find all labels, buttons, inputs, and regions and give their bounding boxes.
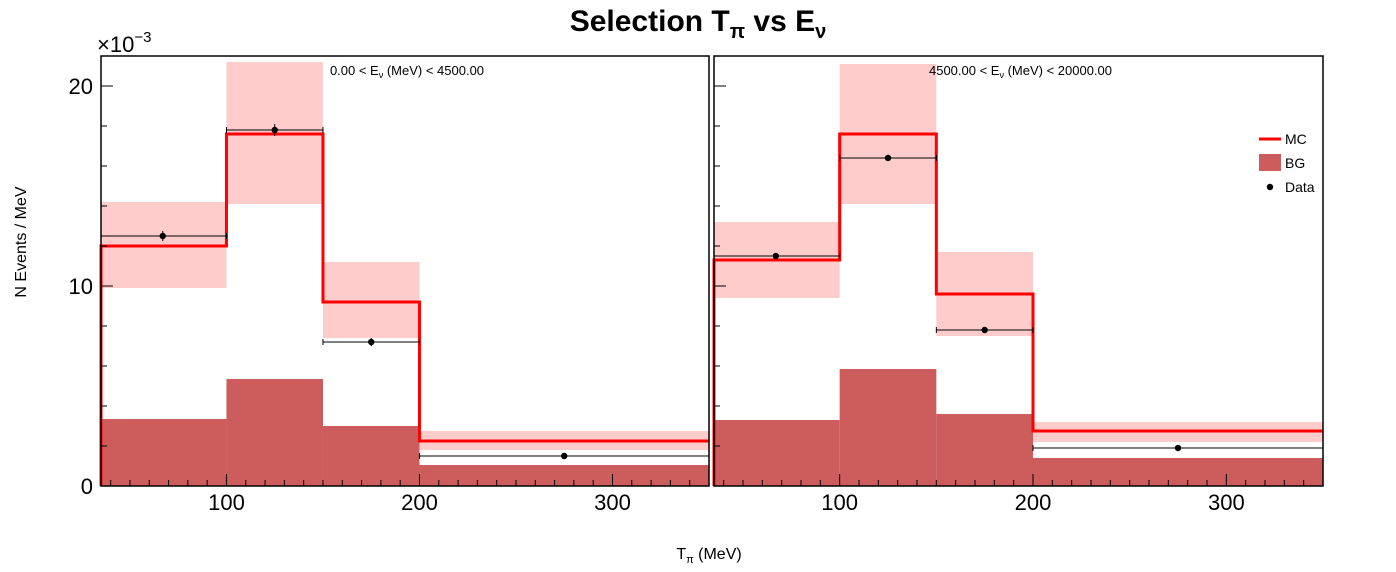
bg-bar-3 [1033,458,1323,486]
legend-bg-swatch [1259,154,1281,171]
data-point-2 [981,326,988,334]
panel-frame [713,55,1324,487]
x-tick-label-300: 300 [1208,490,1245,515]
figure-title: Selection Tπ vs Eν [570,5,827,43]
bg-bar-0 [101,419,227,486]
mc-step-line [99,132,709,486]
y-axis-label: N Events / MeV [13,186,30,297]
data-point-1 [271,126,278,134]
bg-bar-1 [226,379,323,486]
x-tick-label-200: 200 [401,490,438,515]
legend-mc-label: MC [1285,131,1307,147]
data-point-3 [1174,444,1182,452]
bg-bar-2 [936,414,1033,486]
title-subscript-pi: π [730,21,745,43]
legend-data-label: Data [1285,179,1315,195]
mc-step-line [712,132,1323,486]
bg-bar-2 [322,426,420,486]
y-tick-label-20: 20 [69,74,93,99]
mc-band-2 [322,262,420,338]
legend-data-marker [1266,183,1274,191]
bg-bar-1 [839,369,937,486]
panel-label: 0.00 < Eν (MeV) < 4500.00 [330,63,484,80]
x-tick-label-300: 300 [594,490,631,515]
bg-bar-0 [714,420,840,486]
x-tick-label-100: 100 [821,490,858,515]
panel-frame [100,55,710,487]
x-tick-label-200: 200 [1015,490,1052,515]
data-point-2 [368,338,375,346]
y-tick-label-10: 10 [69,274,93,299]
panel-label: 4500.00 < Eν (MeV) < 20000.00 [929,63,1112,80]
bg-bar-3 [419,465,709,486]
data-point-0 [772,252,780,260]
data-point-1 [884,154,892,162]
panel-low-energy: 100 200 300 0 10 20 0.00 < Eν (MeV) < 4500.00 [69,55,710,515]
legend: MC BG Data [1259,131,1315,195]
y-exponent: ×10−3 [97,29,151,57]
title-subscript-nu: ν [815,21,826,43]
legend-bg-label: BG [1285,155,1305,171]
panel-high-energy: 100 200 300 4500.00 < Eν (MeV) < 20000.00 [712,55,1324,515]
y-tick-label-0: 0 [81,474,93,499]
x-axis-label: Tπ (MeV) [676,546,741,566]
x-tick-label-100: 100 [208,490,245,515]
data-point-3 [561,452,568,460]
data-point-0 [159,232,166,240]
